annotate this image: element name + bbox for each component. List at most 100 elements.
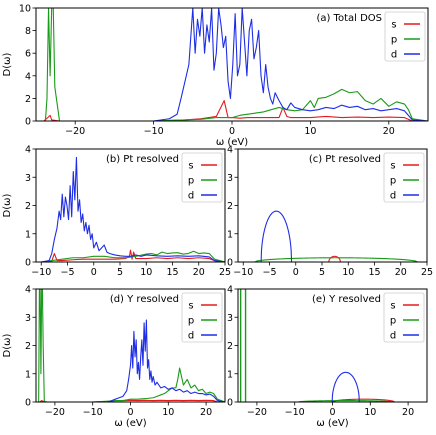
- legend-label-s: s: [390, 301, 395, 312]
- legend-label-d: d: [390, 191, 396, 202]
- y-tick-label: 1: [25, 229, 31, 240]
- x-tick-label: −10: [83, 407, 103, 418]
- series-p-line: [36, 289, 225, 402]
- y-tick-label: 2: [25, 341, 31, 352]
- y-tick-label: 2: [25, 201, 31, 212]
- x-tick-label: 20: [193, 267, 205, 278]
- y-tick-label: 4: [25, 145, 31, 156]
- series-p-line: [36, 8, 428, 121]
- x-tick-label: 5: [319, 267, 325, 278]
- x-tick-label: −20: [247, 407, 267, 418]
- x-tick-label: −20: [45, 407, 65, 418]
- x-tick-label: −10: [285, 407, 305, 418]
- series-d-line: [36, 319, 225, 402]
- legend-label-d: d: [188, 331, 194, 342]
- y-tick-label: 4: [227, 285, 233, 296]
- x-tick-label: −20: [65, 126, 85, 137]
- x-tick-label: 0: [329, 407, 335, 418]
- x-tick-label: −10: [233, 267, 253, 278]
- legend-label-d: d: [390, 331, 396, 342]
- x-tick-label: 10: [140, 267, 152, 278]
- y-tick-label: 6: [25, 49, 31, 60]
- legend-label-p: p: [391, 35, 397, 46]
- y-axis-label: D(ω): [2, 193, 13, 217]
- series-d-line: [36, 156, 225, 262]
- y-tick-label: 8: [25, 26, 31, 37]
- plot-area: [36, 156, 225, 262]
- series-d-line: [238, 210, 427, 262]
- legend-label-s: s: [391, 20, 396, 31]
- x-tick-label: 5: [117, 267, 123, 278]
- legend-label-p: p: [188, 176, 194, 187]
- x-tick-label: 0: [229, 126, 235, 137]
- x-tick-label: −5: [60, 267, 74, 278]
- series-p-line: [238, 257, 427, 262]
- y-tick-label: 0: [25, 258, 31, 269]
- y-tick-label: 4: [25, 285, 31, 296]
- x-tick-label: 10: [364, 407, 376, 418]
- x-tick-label: −10: [31, 267, 51, 278]
- x-tick-label: 0: [293, 267, 299, 278]
- y-tick-label: 1: [227, 229, 233, 240]
- x-tick-label: 10: [342, 267, 354, 278]
- y-tick-label: 0: [25, 117, 31, 128]
- panel-title: (c) Pt resolved: [309, 154, 381, 165]
- x-tick-label: 0: [127, 407, 133, 418]
- legend-label-d: d: [188, 191, 194, 202]
- legend-label-d: d: [391, 50, 397, 61]
- y-tick-label: 3: [227, 173, 233, 184]
- y-tick-label: 3: [227, 313, 233, 324]
- series-s-line: [36, 100, 428, 121]
- series-p-line: [36, 250, 225, 262]
- x-axis-label: ω (eV): [216, 137, 248, 148]
- y-tick-label: 3: [25, 313, 31, 324]
- x-tick-label: −10: [144, 126, 164, 137]
- axes-frame: [35, 7, 429, 122]
- y-axis-label: D(ω): [2, 52, 13, 76]
- series-d-line: [238, 371, 427, 402]
- y-tick-label: 4: [25, 71, 31, 82]
- x-tick-label: 20: [402, 407, 414, 418]
- plot-area: [238, 289, 427, 402]
- series-d-line: [36, 8, 428, 121]
- legend-label-s: s: [188, 161, 193, 172]
- y-tick-label: 4: [227, 145, 233, 156]
- y-tick-label: 0: [25, 398, 31, 409]
- legend-label-p: p: [390, 316, 396, 327]
- panel-1: −20 −10 0 10 20 0 2 4 6 8 10 D(ω) ω (eV) (a) Total DO…: [2, 4, 429, 148]
- y-tick-label: 1: [25, 369, 31, 380]
- x-tick-label: 0: [91, 267, 97, 278]
- x-tick-label: −5: [262, 267, 276, 278]
- legend-label-p: p: [390, 176, 396, 187]
- x-tick-label: 25: [421, 267, 433, 278]
- x-tick-label: 10: [162, 407, 174, 418]
- legend-label-s: s: [188, 301, 193, 312]
- panel-4: −20 −10 0 10 20 0 1 2 3 4 D(ω) ω (eV) (d) Y resolved…: [2, 285, 226, 429]
- x-tick-label: 25: [219, 267, 231, 278]
- plot-area: [238, 210, 427, 262]
- x-tick-label: 10: [304, 126, 316, 137]
- legend-label-s: s: [390, 161, 395, 172]
- y-tick-label: 2: [227, 341, 233, 352]
- y-tick-label: 2: [227, 201, 233, 212]
- panel-5: −20 −10 0 10 20 0 1 2 3 4 ω (eV) (e) Y resolved spd: [227, 285, 428, 429]
- panel-title: (b) Pt resolved: [106, 154, 179, 165]
- y-tick-label: 0: [227, 258, 233, 269]
- y-tick-label: 10: [19, 4, 31, 15]
- x-tick-label: 20: [200, 407, 212, 418]
- x-tick-label: 20: [395, 267, 407, 278]
- panel-title: (e) Y resolved: [312, 294, 381, 305]
- panel-title: (a) Total DOS: [316, 13, 382, 24]
- x-tick-label: 15: [166, 267, 178, 278]
- series-s-line: [238, 398, 427, 402]
- y-tick-label: 3: [25, 173, 31, 184]
- series-p-line: [238, 400, 427, 402]
- y-tick-label: 1: [227, 369, 233, 380]
- legend-label-p: p: [188, 316, 194, 327]
- panel-3: −10 −5 0 5 10 15 20 25 0 1 2 3 4 (c) Pt resolved spd: [227, 145, 433, 279]
- plot-area: [36, 8, 428, 121]
- y-tick-label: 0: [227, 398, 233, 409]
- y-axis-label: D(ω): [2, 333, 13, 357]
